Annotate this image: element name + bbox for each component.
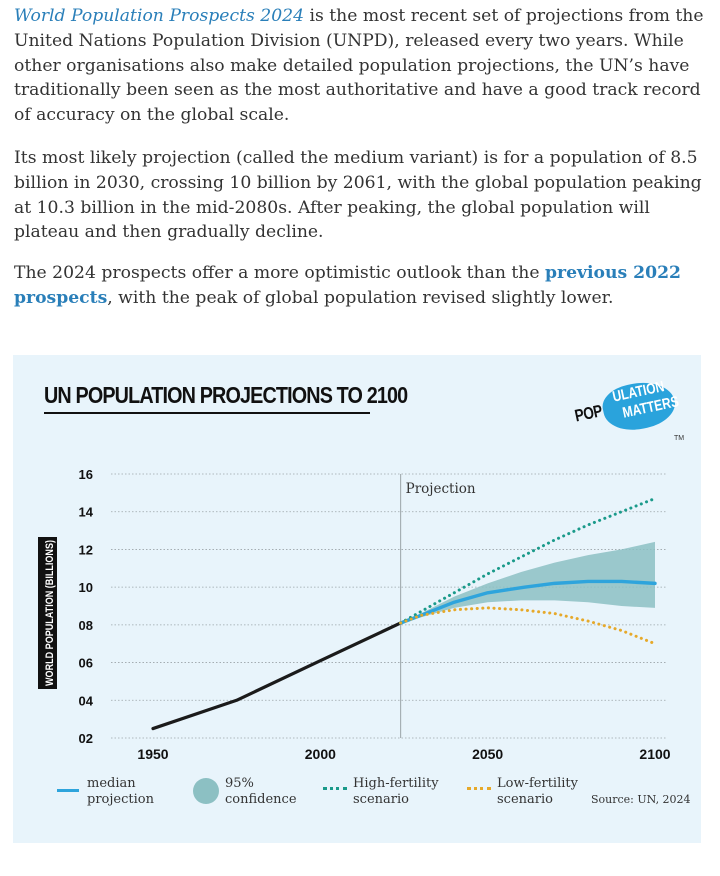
y-tick-label: 14 (79, 505, 94, 520)
logo-trademark: TM (674, 435, 685, 442)
population-matters-logo: POP ULATION MATTERS TM (573, 376, 685, 449)
legend-median-line1: median (87, 776, 136, 791)
y-axis-title-box (38, 537, 57, 689)
legend-label-confidence: 95% confidence (225, 776, 297, 808)
comparison-text-after: , with the peak of global population rev… (107, 287, 614, 308)
x-tick-label: 1950 (137, 746, 168, 762)
x-tick-label: 2100 (639, 746, 670, 762)
legend-label-high: High-fertility scenario (353, 776, 439, 808)
intro-paragraph: World Population Prospects 2024 is the m… (14, 4, 708, 128)
legend-median-line2: projection (87, 792, 154, 807)
chart-plot: 02 04 06 08 10 12 14 16 WORLD POPULATION (BILLIO… (38, 467, 671, 762)
y-tick-label: 02 (79, 731, 93, 746)
x-tick-label: 2000 (305, 746, 336, 762)
legend-low-line1: Low-fertility (497, 776, 578, 791)
y-axis-title-text: WORLD POPULATION (BILLIONS) (44, 540, 56, 686)
intro-paragraph-text: is the most recent set of projections fr… (14, 6, 704, 126)
chart-title: UN POPULATION PROJECTIONS TO 2100 (44, 382, 408, 408)
wpp-2024-link[interactable]: World Population Prospects 2024 (14, 6, 305, 26)
y-tick-label: 12 (79, 542, 93, 557)
comparison-paragraph: The 2024 prospects offer a more optimist… (14, 261, 708, 311)
y-tick-label: 10 (79, 580, 93, 595)
series-line-median-projection (398, 579, 657, 625)
y-tick-label: 16 (79, 467, 93, 482)
legend-high-line2: scenario (353, 792, 409, 807)
projection-paragraph: Its most likely projection (called the m… (14, 148, 702, 243)
confidence-band (400, 541, 655, 623)
chart-source: Source: UN, 2024 (591, 793, 691, 806)
comparison-text-before: The 2024 prospects offer a more optimist… (14, 263, 545, 283)
series-line-high-fertility-scenario (399, 497, 657, 625)
legend-swatch-median (57, 789, 79, 792)
legend-high-line1: High-fertility (353, 776, 439, 791)
legend-label-low: Low-fertility scenario (497, 776, 578, 808)
legend-label-median: median projection (87, 776, 154, 808)
projection-annotation: Projection (406, 481, 476, 497)
y-tick-label: 04 (79, 693, 94, 708)
legend-swatch-confidence (193, 778, 219, 804)
y-axis-title: WORLD POPULATION (BILLIONS) (38, 537, 57, 689)
previous-prospects-link[interactable]: previous 2022 prospects (14, 263, 681, 308)
legend-swatch-low (467, 787, 491, 790)
x-tick-label: 2050 (472, 746, 503, 762)
y-tick-label: 06 (79, 656, 93, 671)
legend-confidence-line1: 95% (225, 776, 254, 791)
legend-swatch-high (323, 787, 347, 790)
chart-title-underline (44, 412, 370, 414)
legend-low-line2: scenario (497, 792, 553, 807)
series-line-low-fertility-scenario (399, 606, 657, 646)
y-tick-label: 08 (79, 618, 93, 633)
population-chart-card: UN POPULATION PROJECTIONS TO 2100 POP UL… (13, 355, 701, 843)
series-line-historical (151, 621, 403, 731)
legend-confidence-line2: confidence (225, 792, 297, 807)
